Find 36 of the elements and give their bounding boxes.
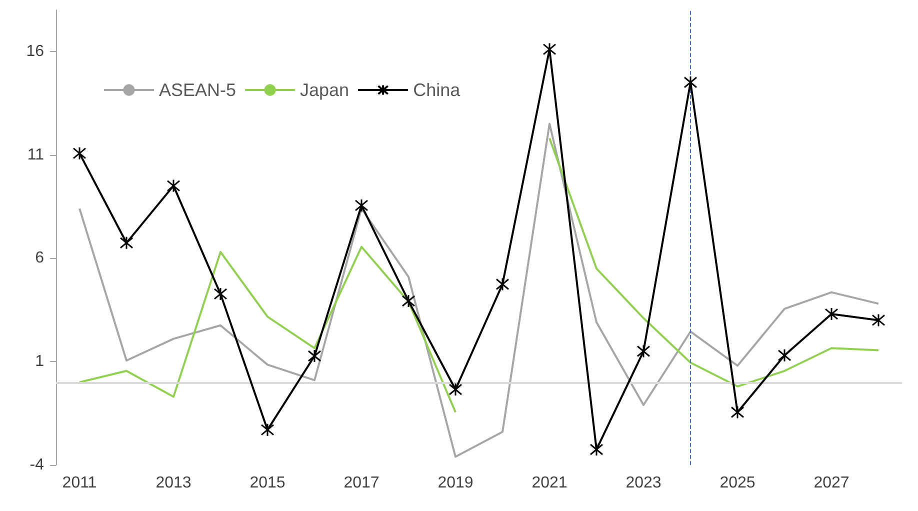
point <box>448 382 462 396</box>
y-tick-label: -4 <box>30 456 44 474</box>
point <box>354 198 368 212</box>
y-tick-label: 1 <box>35 353 44 370</box>
x-tick-label: 2027 <box>814 474 850 492</box>
x-tick-label: 2011 <box>62 474 97 492</box>
point <box>872 313 886 327</box>
point <box>72 146 86 160</box>
y-tick-label: 11 <box>27 146 44 164</box>
point <box>542 42 556 56</box>
point <box>308 349 322 363</box>
x-tick-label: 2023 <box>626 474 662 492</box>
x-tick-label: 2013 <box>156 474 192 492</box>
x-tick-label: 2021 <box>532 474 568 492</box>
legend-label: China <box>413 80 462 100</box>
point <box>166 179 180 193</box>
point <box>402 294 416 308</box>
point <box>730 406 744 420</box>
point <box>496 277 510 291</box>
point <box>590 442 604 456</box>
point <box>636 344 650 358</box>
legend-label: ASEAN-5 <box>159 80 236 100</box>
y-tick-label: 6 <box>35 250 44 267</box>
x-tick-label: 2025 <box>720 474 756 492</box>
point <box>778 348 792 362</box>
x-tick-label: 2019 <box>438 474 474 492</box>
point <box>214 287 228 301</box>
point <box>684 76 698 90</box>
y-tick-label: 16 <box>26 42 44 60</box>
legend-label: Japan <box>300 80 350 100</box>
point <box>260 423 274 437</box>
x-tick-label: 2017 <box>344 474 380 492</box>
point <box>824 307 838 321</box>
point <box>120 236 134 250</box>
line-series <box>78 122 880 458</box>
x-tick-label: 2015 <box>250 474 286 492</box>
